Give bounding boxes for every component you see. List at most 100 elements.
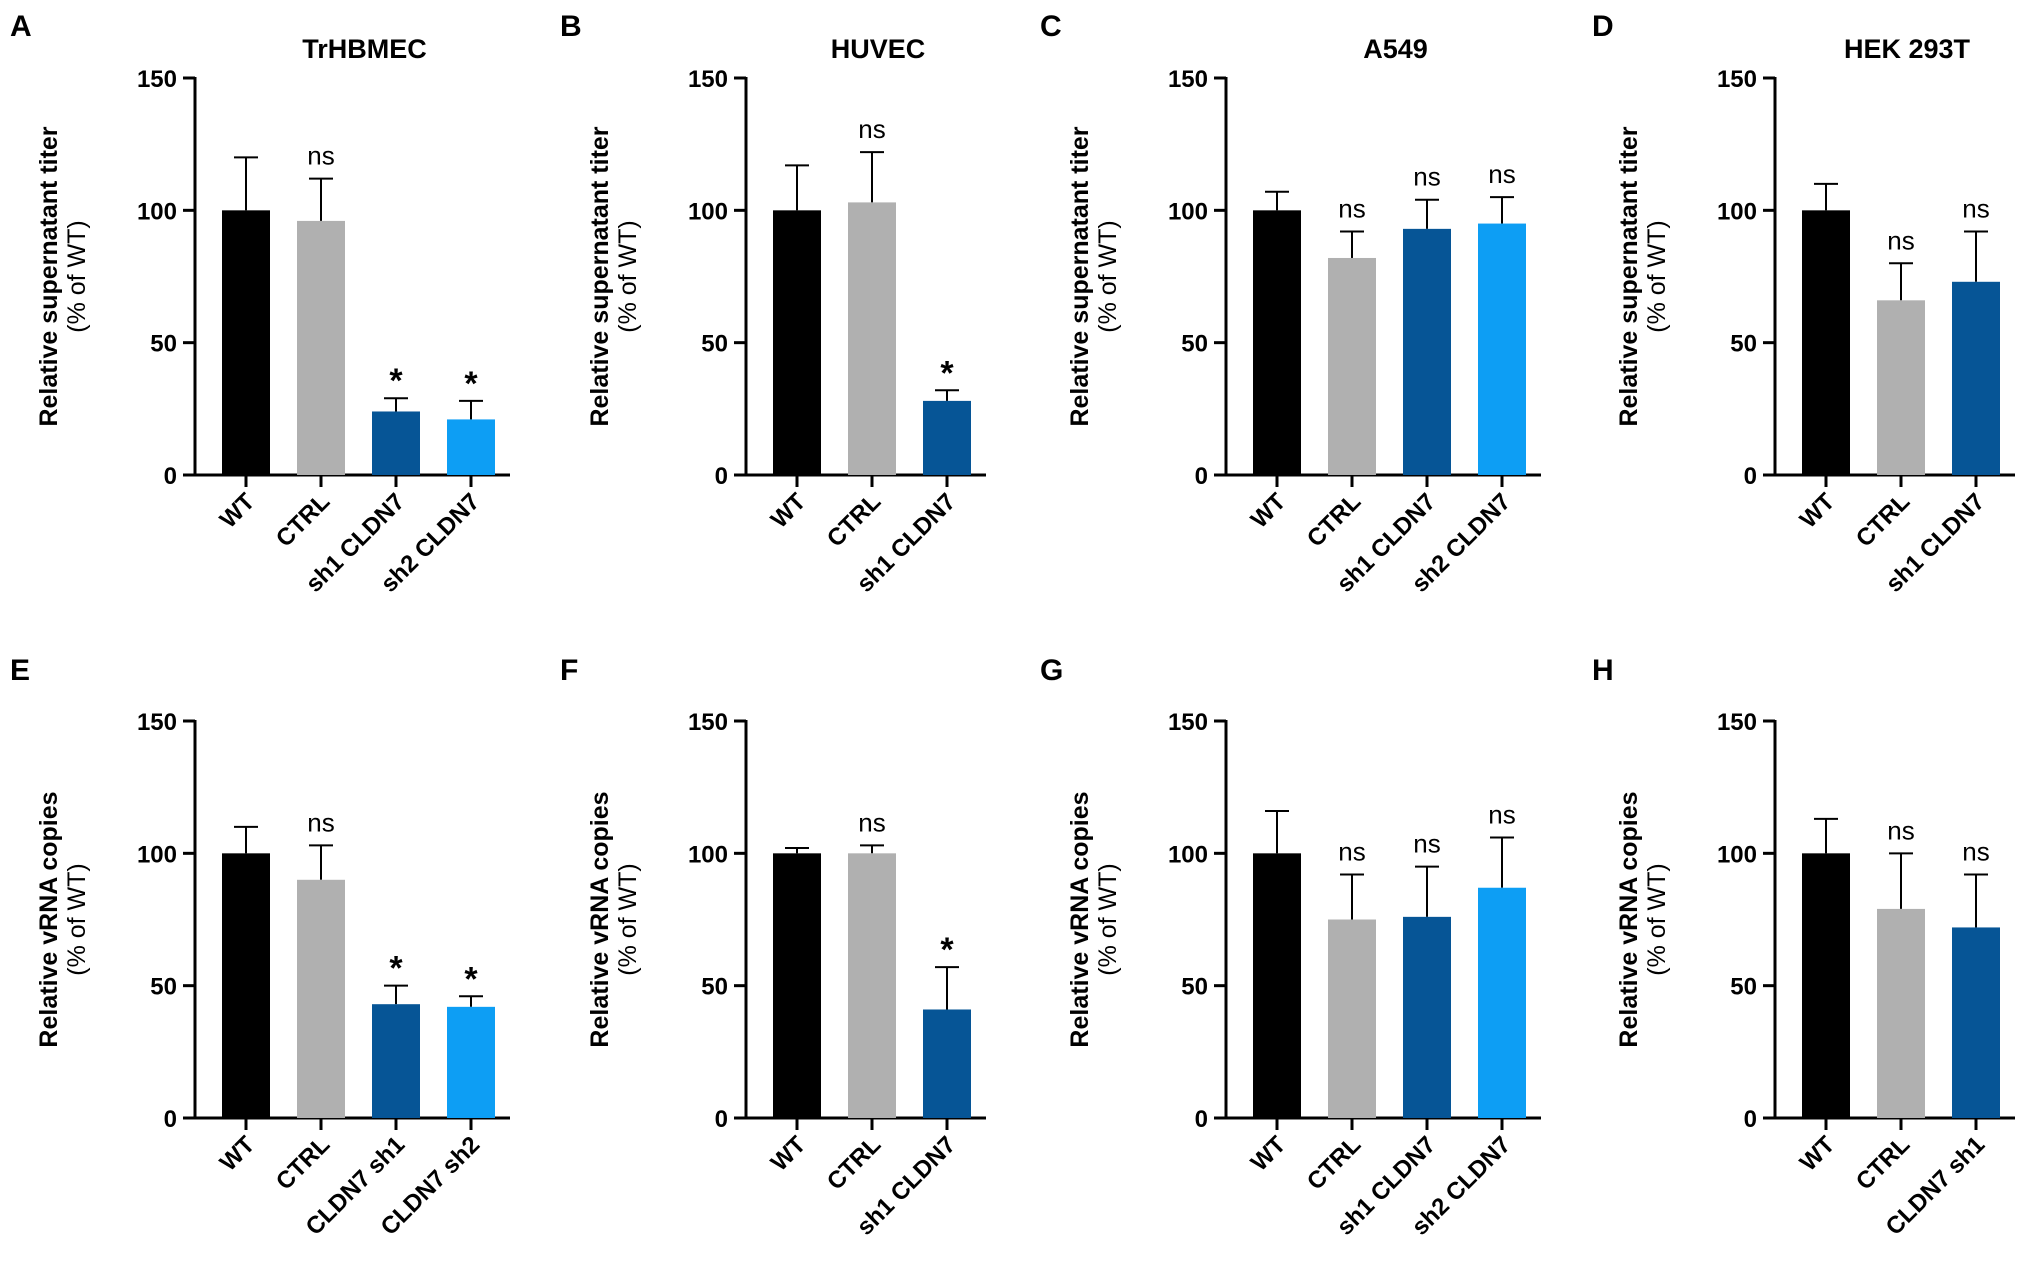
bar <box>848 202 896 476</box>
y-tick-label: 150 <box>1717 66 1757 93</box>
significance-label: ns <box>1962 837 1989 867</box>
y-tick-label: 50 <box>150 331 177 358</box>
y-tick-label: 50 <box>150 974 177 1001</box>
y-axis-sublabel: (% of WT) <box>63 220 91 333</box>
category-label: CTRL <box>1851 1131 1915 1195</box>
category-label: CTRL <box>1851 488 1915 552</box>
y-tick-label: 150 <box>137 709 177 736</box>
panel-letter: C <box>1040 10 1062 43</box>
category-label: WT <box>1795 488 1841 534</box>
chart-title: A549 <box>1363 34 1428 64</box>
chart-panel-d: D HEK 293T Relative supernatant titer (% of… <box>1592 10 2015 598</box>
bar <box>1877 300 1925 475</box>
category-label: CTRL <box>271 1131 335 1195</box>
category-label: CTRL <box>1302 488 1366 552</box>
bar <box>848 853 896 1118</box>
significance-label: * <box>389 950 403 988</box>
y-axis-sublabel: (% of WT) <box>1094 220 1122 333</box>
bar <box>923 400 971 475</box>
y-tick-label: 50 <box>1730 331 1757 358</box>
category-label: WT <box>1246 488 1292 534</box>
y-tick-label: 100 <box>137 841 177 868</box>
chart-panel-a: A TrHBMEC Relative supernatant titer (% of … <box>10 10 510 598</box>
chart-panel-g: G Relative vRNA copies (% of WT) 0 50 100 150 W… <box>1040 654 1541 1241</box>
y-axis-label: Relative vRNA copies <box>1066 791 1094 1047</box>
bar <box>1403 916 1451 1118</box>
significance-label: * <box>940 931 954 969</box>
y-tick-label: 150 <box>1168 66 1208 93</box>
significance-label: * <box>464 365 478 403</box>
chart-title: HUVEC <box>831 34 926 64</box>
category-label: WT <box>766 488 812 534</box>
y-tick-label: 150 <box>688 66 728 93</box>
category-label: WT <box>1795 1131 1841 1177</box>
y-tick-label: 150 <box>1717 709 1757 736</box>
y-axis-label: Relative supernatant titer <box>1066 126 1094 426</box>
panel-letter: G <box>1040 654 1063 687</box>
bar <box>1253 853 1301 1118</box>
significance-label: * <box>389 362 403 400</box>
bar <box>297 220 345 475</box>
significance-label: ns <box>1338 837 1365 867</box>
bar <box>297 879 345 1118</box>
y-tick-label: 50 <box>701 974 728 1001</box>
bar <box>447 419 495 475</box>
bar <box>1802 853 1850 1118</box>
y-tick-label: 150 <box>688 709 728 736</box>
chart-panel-e: E Relative vRNA copies (% of WT) 0 50 100 150 W… <box>10 654 510 1241</box>
y-tick-label: 50 <box>1730 974 1757 1001</box>
chart-panel-f: F Relative vRNA copies (% of WT) 0 50 100 150 W… <box>560 654 986 1241</box>
significance-label: ns <box>1413 162 1440 192</box>
y-tick-label: 100 <box>137 198 177 225</box>
y-axis-label: Relative vRNA copies <box>35 791 63 1047</box>
bar <box>1952 927 2000 1118</box>
category-label: WT <box>1246 1131 1292 1177</box>
y-tick-label: 150 <box>1168 709 1208 736</box>
significance-label: ns <box>1338 194 1365 224</box>
y-axis-sublabel: (% of WT) <box>614 220 642 333</box>
category-label: WT <box>215 1131 261 1177</box>
bar <box>372 411 420 475</box>
y-axis-sublabel: (% of WT) <box>63 863 91 976</box>
y-tick-label: 0 <box>164 1106 177 1133</box>
y-tick-label: 0 <box>1195 1106 1208 1133</box>
bar <box>1802 210 1850 476</box>
chart-panel-h: H Relative vRNA copies (% of WT) 0 50 100 150 W… <box>1592 654 2015 1241</box>
y-tick-label: 100 <box>688 841 728 868</box>
bar <box>773 210 821 476</box>
panel-letter: E <box>10 654 30 687</box>
bar <box>1253 210 1301 476</box>
bar <box>222 210 270 476</box>
chart-panel-b: B HUVEC Relative supernatant titer (% of WT… <box>560 10 986 598</box>
significance-label: ns <box>1413 829 1440 859</box>
panel-letter: D <box>1592 10 1614 43</box>
y-axis-label: Relative vRNA copies <box>1615 791 1643 1047</box>
y-tick-label: 50 <box>1181 974 1208 1001</box>
significance-label: ns <box>858 114 885 144</box>
y-axis-sublabel: (% of WT) <box>1643 220 1671 333</box>
y-tick-label: 0 <box>1744 1106 1757 1133</box>
bar <box>773 853 821 1118</box>
category-label: CTRL <box>822 1131 886 1195</box>
significance-label: ns <box>1887 225 1914 255</box>
y-axis-label: Relative supernatant titer <box>35 126 63 426</box>
y-tick-label: 100 <box>1168 198 1208 225</box>
y-axis-sublabel: (% of WT) <box>1094 863 1122 976</box>
bar <box>372 1004 420 1118</box>
bar <box>222 853 270 1118</box>
y-tick-label: 0 <box>715 1106 728 1133</box>
category-label: CTRL <box>1302 1131 1366 1195</box>
panel-letter: F <box>560 654 578 687</box>
chart-title: HEK 293T <box>1844 34 1971 64</box>
significance-label: ns <box>1488 159 1515 189</box>
y-tick-label: 100 <box>1717 841 1757 868</box>
y-tick-label: 0 <box>715 463 728 490</box>
y-tick-label: 50 <box>701 331 728 358</box>
panel-letter: B <box>560 10 582 43</box>
y-tick-label: 150 <box>137 66 177 93</box>
significance-label: ns <box>307 141 334 171</box>
category-label: CTRL <box>822 488 886 552</box>
bar <box>1952 281 2000 475</box>
y-axis-label: Relative supernatant titer <box>1615 126 1643 426</box>
